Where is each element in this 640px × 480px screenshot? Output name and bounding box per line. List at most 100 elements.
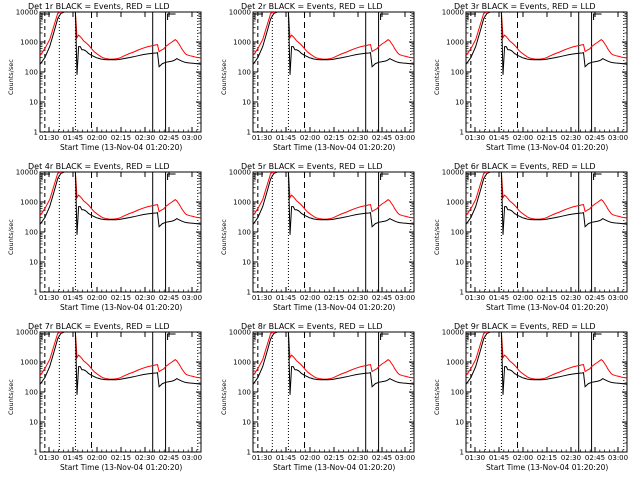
x-axis-label: Start Time (13-Nov-04 01:20:20) — [273, 143, 396, 152]
plot-frame — [39, 171, 202, 293]
y-tick-label: 10000 — [229, 169, 251, 177]
x-tick-label: 02:15 — [537, 294, 557, 302]
plot-frame — [252, 11, 415, 133]
x-tick-label: 01:45 — [489, 134, 509, 142]
x-tick-label: 02:45 — [585, 134, 605, 142]
plot-title: Det 7r BLACK = Events, RED = LLD — [28, 322, 170, 331]
interval-bracket-right — [167, 173, 176, 180]
y-tick-label: 10000 — [229, 329, 251, 337]
y-tick-label: 10000 — [16, 169, 38, 177]
y-tick-label: 1000 — [446, 199, 464, 207]
interval-bracket-right — [380, 13, 389, 20]
x-tick-label: 02:00 — [300, 294, 320, 302]
x-tick-label: 02:00 — [87, 294, 107, 302]
plot-title: Det 4r BLACK = Events, RED = LLD — [28, 162, 170, 171]
x-tick-label: 02:00 — [300, 454, 320, 462]
y-tick-label: 10 — [242, 99, 251, 107]
series-line-lld — [253, 172, 414, 220]
series-line-events — [466, 172, 627, 235]
y-tick-label: 1 — [34, 129, 38, 137]
x-tick-label: 02:00 — [87, 134, 107, 142]
series-line-lld — [40, 12, 201, 60]
plot-canvas: 1 10 100 1000 10000 01:30 01:45 02:00 02:15 02:30… — [16, 329, 202, 463]
y-tick-label: 10 — [29, 99, 38, 107]
series-line-lld — [466, 12, 627, 60]
x-tick-label: 01:45 — [489, 294, 509, 302]
interval-bracket-left — [254, 13, 263, 20]
x-tick-label: 03:00 — [395, 454, 415, 462]
interval-bracket-left — [254, 333, 263, 340]
plot-frame — [465, 331, 628, 453]
x-tick-label: 01:45 — [276, 134, 296, 142]
detector-panel-5: 1 10 100 1000 10000 01:30 01:45 02:00 02:15 02:30… — [213, 160, 426, 320]
series-line-events — [466, 12, 627, 75]
x-tick-label: 02:45 — [159, 454, 179, 462]
detector-panel-6: 1 10 100 1000 10000 01:30 01:45 02:00 02:15 02:30… — [426, 160, 639, 320]
x-tick-label: 01:30 — [39, 454, 59, 462]
x-tick-label: 02:15 — [324, 294, 344, 302]
y-tick-label: 10000 — [442, 9, 464, 17]
x-tick-label: 01:30 — [39, 294, 59, 302]
x-axis-label: Start Time (13-Nov-04 01:20:20) — [60, 143, 183, 152]
y-axis-label: Counts/sec — [7, 59, 15, 95]
y-tick-label: 1 — [460, 289, 464, 297]
plot-frame — [252, 171, 415, 293]
x-tick-label: 01:30 — [465, 294, 485, 302]
y-tick-label: 100 — [451, 69, 464, 77]
y-tick-label: 1000 — [20, 39, 38, 47]
x-axis-label: Start Time (13-Nov-04 01:20:20) — [486, 463, 609, 472]
x-tick-label: 02:30 — [135, 454, 155, 462]
plot-canvas: 1 10 100 1000 10000 01:30 01:45 02:00 02:15 02:30… — [442, 9, 628, 143]
x-axis-label: Start Time (13-Nov-04 01:20:20) — [486, 303, 609, 312]
detector-panel-2: 1 10 100 1000 10000 01:30 01:45 02:00 02:15 02:30… — [213, 0, 426, 160]
plot-canvas: 1 10 100 1000 10000 01:30 01:45 02:00 02:15 02:30… — [16, 169, 202, 303]
x-tick-label: 02:15 — [111, 134, 131, 142]
y-tick-label: 10 — [455, 259, 464, 267]
series-line-lld — [253, 12, 414, 60]
y-tick-label: 1 — [34, 289, 38, 297]
x-tick-label: 02:45 — [585, 454, 605, 462]
x-tick-label: 02:00 — [513, 134, 533, 142]
detector-panel-4: 1 10 100 1000 10000 01:30 01:45 02:00 02:15 02:30… — [0, 160, 213, 320]
plot-frame — [465, 11, 628, 133]
x-tick-label: 02:00 — [513, 454, 533, 462]
series-line-lld — [466, 172, 627, 220]
plot-title: Det 1r BLACK = Events, RED = LLD — [28, 2, 170, 11]
y-tick-label: 1 — [247, 449, 251, 457]
series-line-events — [253, 172, 414, 235]
y-tick-label: 100 — [25, 69, 38, 77]
x-tick-label: 01:30 — [252, 454, 272, 462]
x-tick-label: 02:30 — [135, 294, 155, 302]
x-tick-label: 02:30 — [561, 454, 581, 462]
plot-title: Det 8r BLACK = Events, RED = LLD — [241, 322, 383, 331]
interval-bracket-left — [467, 333, 476, 340]
interval-bracket-right — [167, 333, 176, 340]
plot-canvas: 1 10 100 1000 10000 01:30 01:45 02:00 02:15 02:30… — [16, 9, 202, 143]
y-tick-label: 100 — [25, 229, 38, 237]
y-tick-label: 10000 — [229, 9, 251, 17]
plot-frame — [252, 331, 415, 453]
interval-bracket-right — [593, 173, 602, 180]
x-tick-label: 01:45 — [63, 294, 83, 302]
x-tick-label: 02:45 — [585, 294, 605, 302]
interval-bracket-right — [380, 333, 389, 340]
x-tick-label: 02:30 — [348, 294, 368, 302]
series-line-lld — [253, 332, 414, 380]
plot-canvas: 1 10 100 1000 10000 01:30 01:45 02:00 02:15 02:30… — [442, 329, 628, 463]
y-tick-label: 1 — [460, 449, 464, 457]
y-axis-label: Counts/sec — [220, 59, 228, 95]
x-tick-label: 01:45 — [63, 134, 83, 142]
plot-frame — [465, 171, 628, 293]
x-tick-label: 02:15 — [537, 134, 557, 142]
x-tick-label: 02:30 — [561, 134, 581, 142]
interval-bracket-left — [41, 333, 50, 340]
plot-frame — [39, 331, 202, 453]
x-tick-label: 02:15 — [324, 454, 344, 462]
x-tick-label: 01:45 — [63, 454, 83, 462]
y-tick-label: 10 — [29, 419, 38, 427]
x-tick-label: 01:30 — [465, 134, 485, 142]
x-axis-label: Start Time (13-Nov-04 01:20:20) — [273, 303, 396, 312]
y-tick-label: 10 — [242, 259, 251, 267]
x-tick-label: 02:30 — [348, 134, 368, 142]
x-tick-label: 02:30 — [135, 134, 155, 142]
